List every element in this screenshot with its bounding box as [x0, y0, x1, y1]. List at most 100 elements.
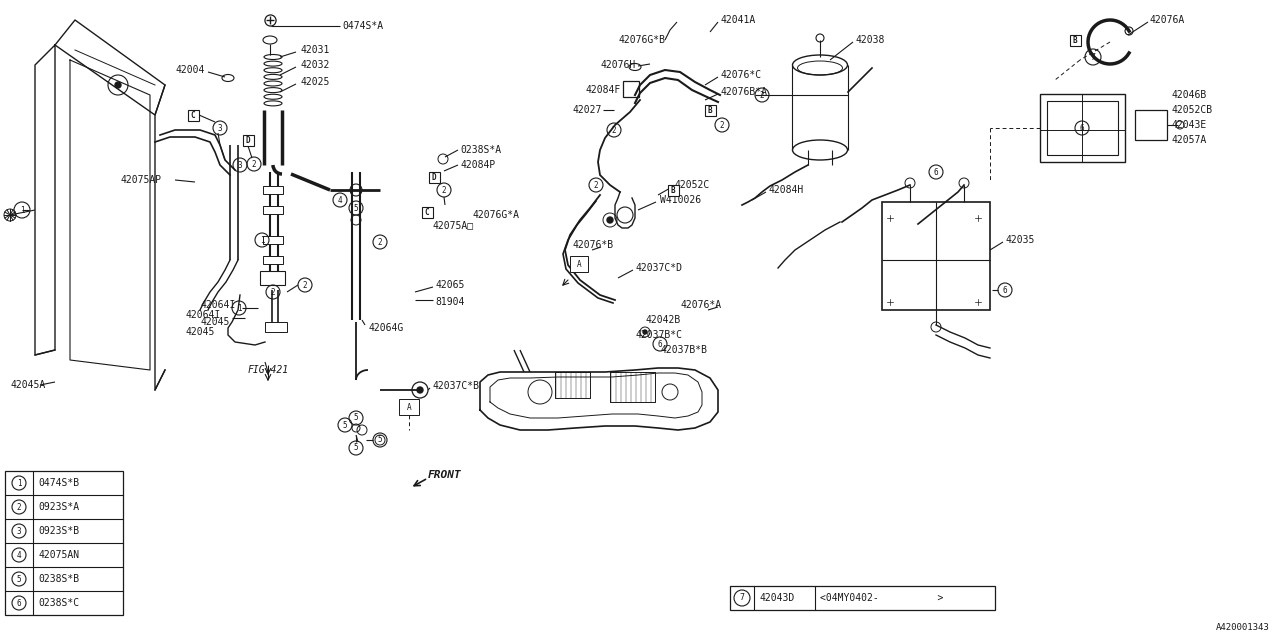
Bar — [1135, 110, 1167, 140]
Text: C: C — [425, 207, 429, 216]
Text: 7: 7 — [1091, 52, 1096, 61]
Text: 2: 2 — [270, 287, 275, 296]
Bar — [260, 271, 285, 285]
Text: 3: 3 — [17, 527, 22, 536]
Bar — [704, 104, 716, 115]
Circle shape — [643, 330, 646, 334]
Bar — [187, 109, 198, 120]
Bar — [262, 206, 283, 214]
Text: 5: 5 — [353, 444, 358, 452]
Text: 5: 5 — [378, 435, 383, 445]
Text: 5: 5 — [353, 204, 358, 212]
Text: 2: 2 — [378, 237, 383, 246]
Text: 2: 2 — [252, 159, 256, 168]
Text: 5: 5 — [343, 420, 347, 429]
Text: 0923S*A: 0923S*A — [38, 502, 79, 512]
Text: 42075AN: 42075AN — [38, 550, 79, 560]
Text: 42038: 42038 — [855, 35, 884, 45]
Text: A: A — [407, 403, 411, 412]
Circle shape — [607, 217, 613, 223]
Text: 42037B*C: 42037B*C — [635, 330, 682, 340]
Text: 42045: 42045 — [200, 317, 229, 327]
Text: 42037C*D: 42037C*D — [635, 263, 682, 273]
Text: 42084P: 42084P — [460, 160, 495, 170]
Text: 2: 2 — [612, 125, 616, 134]
Text: 2: 2 — [719, 120, 724, 129]
Text: 42052CB: 42052CB — [1172, 105, 1213, 115]
Text: 42032: 42032 — [300, 60, 329, 70]
Text: 1: 1 — [17, 479, 22, 488]
Text: A: A — [577, 259, 581, 269]
Text: 42065: 42065 — [435, 280, 465, 290]
Text: B: B — [1073, 35, 1078, 45]
Text: 3: 3 — [218, 124, 223, 132]
Bar — [1039, 94, 1125, 162]
Text: 1: 1 — [237, 303, 242, 312]
Text: 42045A: 42045A — [10, 380, 45, 390]
Text: 42052C: 42052C — [675, 180, 709, 190]
Circle shape — [115, 82, 122, 88]
Text: 3: 3 — [238, 161, 242, 170]
Bar — [570, 256, 588, 272]
Text: 42076G*A: 42076G*A — [472, 210, 518, 220]
Circle shape — [417, 387, 422, 393]
Bar — [399, 399, 419, 415]
Text: 42076H: 42076H — [600, 60, 635, 70]
Text: FIG.421: FIG.421 — [248, 365, 289, 375]
Text: 2: 2 — [760, 90, 764, 99]
Bar — [262, 256, 283, 264]
Bar — [5, 471, 123, 615]
Text: 42027: 42027 — [572, 105, 602, 115]
Text: 5: 5 — [17, 575, 22, 584]
Bar — [623, 81, 639, 97]
Text: 42043E: 42043E — [1172, 120, 1207, 130]
Text: 1: 1 — [19, 205, 24, 214]
Text: 42057A: 42057A — [1172, 135, 1207, 145]
Text: 42045: 42045 — [186, 327, 214, 337]
Text: 2: 2 — [17, 502, 22, 511]
Text: 6: 6 — [658, 339, 662, 349]
Text: 42084H: 42084H — [768, 185, 804, 195]
Bar — [730, 586, 995, 610]
Text: 81904: 81904 — [435, 297, 465, 307]
Text: 0474S*A: 0474S*A — [342, 21, 383, 31]
Text: 6: 6 — [933, 168, 938, 177]
Text: 1: 1 — [260, 236, 264, 244]
Text: 42041A: 42041A — [721, 15, 755, 25]
Text: 2: 2 — [594, 180, 598, 189]
Text: D: D — [246, 136, 251, 145]
Text: 42076G*B: 42076G*B — [618, 35, 666, 45]
Text: 42037C*B: 42037C*B — [433, 381, 479, 391]
Text: 42064G: 42064G — [369, 323, 403, 333]
Text: 7: 7 — [740, 593, 745, 602]
Text: 42046B: 42046B — [1172, 90, 1207, 100]
Text: 42043D: 42043D — [759, 593, 795, 603]
Text: D: D — [431, 173, 436, 182]
Text: 4: 4 — [338, 195, 342, 205]
Text: 6: 6 — [17, 598, 22, 607]
Text: 42084F: 42084F — [585, 85, 621, 95]
Text: 42064I: 42064I — [186, 310, 220, 320]
Text: 42064I: 42064I — [200, 300, 236, 310]
Text: 42042B: 42042B — [645, 315, 680, 325]
Text: 42031: 42031 — [300, 45, 329, 55]
Text: 2: 2 — [302, 280, 307, 289]
Text: 6: 6 — [1080, 124, 1084, 132]
Text: 42076B*A: 42076B*A — [721, 87, 767, 97]
Text: B: B — [671, 186, 676, 195]
Text: 0923S*B: 0923S*B — [38, 526, 79, 536]
Bar — [262, 186, 283, 194]
Text: 0238S*C: 0238S*C — [38, 598, 79, 608]
Text: 0238S*A: 0238S*A — [460, 145, 502, 155]
Bar — [667, 184, 678, 195]
Bar — [1047, 101, 1117, 155]
Text: 42035: 42035 — [1005, 235, 1034, 245]
Text: 42076*B: 42076*B — [572, 240, 613, 250]
Bar — [882, 202, 989, 310]
Text: 42075AP: 42075AP — [120, 175, 161, 185]
Text: 42037B*B: 42037B*B — [660, 345, 707, 355]
Text: 42075A□: 42075A□ — [433, 220, 474, 230]
Bar — [265, 322, 287, 332]
Text: 2: 2 — [442, 186, 447, 195]
Text: 5: 5 — [353, 413, 358, 422]
